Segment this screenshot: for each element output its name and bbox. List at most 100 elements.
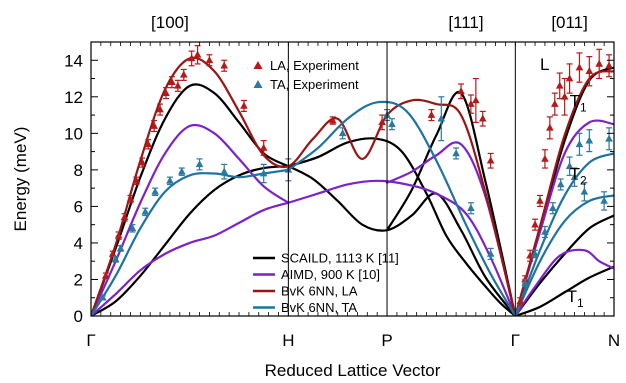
experiment-point-0-20 [328,116,337,125]
experiment-point-0-41 [595,48,603,80]
series-line-9 [91,201,290,316]
triangle-marker [132,176,141,184]
x-axis-title: Reduced Lattice Vector [265,361,441,380]
y-tick-label: 8 [74,161,83,180]
triangle-marker [565,74,574,82]
series-line-3 [287,137,517,316]
triangle-marker [437,114,446,122]
triangle-marker [259,169,268,177]
experiment-point-0-36 [555,72,564,100]
experiment-point-0-40 [585,56,594,87]
triangle-marker [467,204,475,212]
experiment-point-0-31 [531,218,539,231]
experiment-point-1-23 [556,178,565,191]
triangle-marker [179,70,188,78]
triangle-marker [452,149,460,157]
triangle-marker [138,158,147,166]
y-tick-label: 0 [74,307,83,326]
experiment-point-0-5 [132,176,141,186]
triangle-marker [486,156,495,164]
legend-label-calc-3: BvK 6NN, TA [281,300,357,315]
experiment-point-0-22 [427,108,436,122]
experiment-point-1-26 [585,129,594,153]
experiment-point-0-33 [541,149,549,169]
x-tick-label-2: P [381,331,392,350]
triangle-marker [259,143,268,151]
experiment-point-1-1 [111,255,120,263]
series-line-18 [514,152,614,316]
series-line-16 [91,168,290,316]
legend-label-exp-0: LA, Experiment [270,58,359,73]
top-direction-label-2: [011] [551,13,588,32]
experiment-point-0-11 [168,76,176,89]
experiment-point-1-2 [116,244,125,252]
triangle-marker [128,224,137,232]
triangle-marker [427,110,436,118]
triangle-marker [151,187,159,195]
triangle-marker [472,96,480,104]
triangle-marker [521,275,529,283]
triangle-marker [220,61,229,69]
triangle-marker [549,204,557,212]
triangle-marker [193,50,202,58]
legend-marker-0 [253,61,263,69]
experiment-point-0-16 [205,54,214,67]
triangle-marker [102,271,110,279]
series-line-14 [91,56,517,316]
experiment-point-0-8 [150,119,158,133]
triangle-marker [556,180,565,188]
triangle-marker [156,105,164,113]
triangle-marker [478,114,487,122]
triangle-marker [555,81,564,89]
legend-label-exp-1: TA, Experiment [270,77,359,92]
experiment-point-1-10 [259,163,268,184]
triangle-marker [575,63,584,71]
experiment-point-1-8 [195,158,204,171]
experiment-point-0-19 [259,140,268,156]
experiment-point-1-7 [177,167,186,176]
triangle-marker [99,293,107,301]
experiment-point-0-24 [467,94,475,114]
experiment-point-1-3 [128,224,137,233]
y-tick-label: 4 [74,234,83,253]
triangle-marker [144,140,153,148]
triangle-marker [388,120,396,127]
experiment-point-0-34 [546,116,554,140]
experiment-point-0-18 [240,99,248,113]
series-line-10 [287,179,517,316]
y-tick-label: 12 [64,88,83,107]
y-tick-label: 14 [64,51,83,70]
branch-label-subscript: 1 [580,100,587,114]
experiment-point-0-12 [174,79,182,92]
triangle-marker [521,278,529,286]
series-line-12 [514,119,614,316]
experiment-point-1-29 [580,182,589,202]
legend-label-calc-2: BvK 6NN, LA [281,284,358,299]
experiment-point-0-23 [457,83,465,100]
experiment-point-0-2 [114,231,123,240]
x-tick-label-1: H [282,331,294,350]
plot-frame [90,41,615,317]
experiment-point-1-16 [452,147,460,160]
triangle-marker [111,255,120,263]
triangle-marker [541,227,549,235]
triangle-marker [205,56,214,64]
experiment-point-0-32 [536,194,544,207]
x-tick-label-4: N [608,331,620,350]
triangle-marker [108,249,117,257]
experiment-point-0-28 [516,297,525,306]
branch-label-0: L [540,55,549,74]
experiment-point-1-18 [486,247,495,260]
experiment-point-0-39 [575,52,584,83]
triangle-marker [114,231,123,239]
experiment-point-0-26 [478,110,487,127]
experiment-point-0-14 [187,50,196,67]
experiment-point-1-22 [549,202,557,215]
triangle-marker [162,88,170,96]
triangle-marker [116,244,125,252]
triangle-marker [585,136,594,144]
triangle-marker [560,92,569,100]
x-tick-label-3: Γ [511,331,520,350]
branch-label-subscript: 1 [577,296,584,310]
experiment-point-0-13 [179,68,188,81]
